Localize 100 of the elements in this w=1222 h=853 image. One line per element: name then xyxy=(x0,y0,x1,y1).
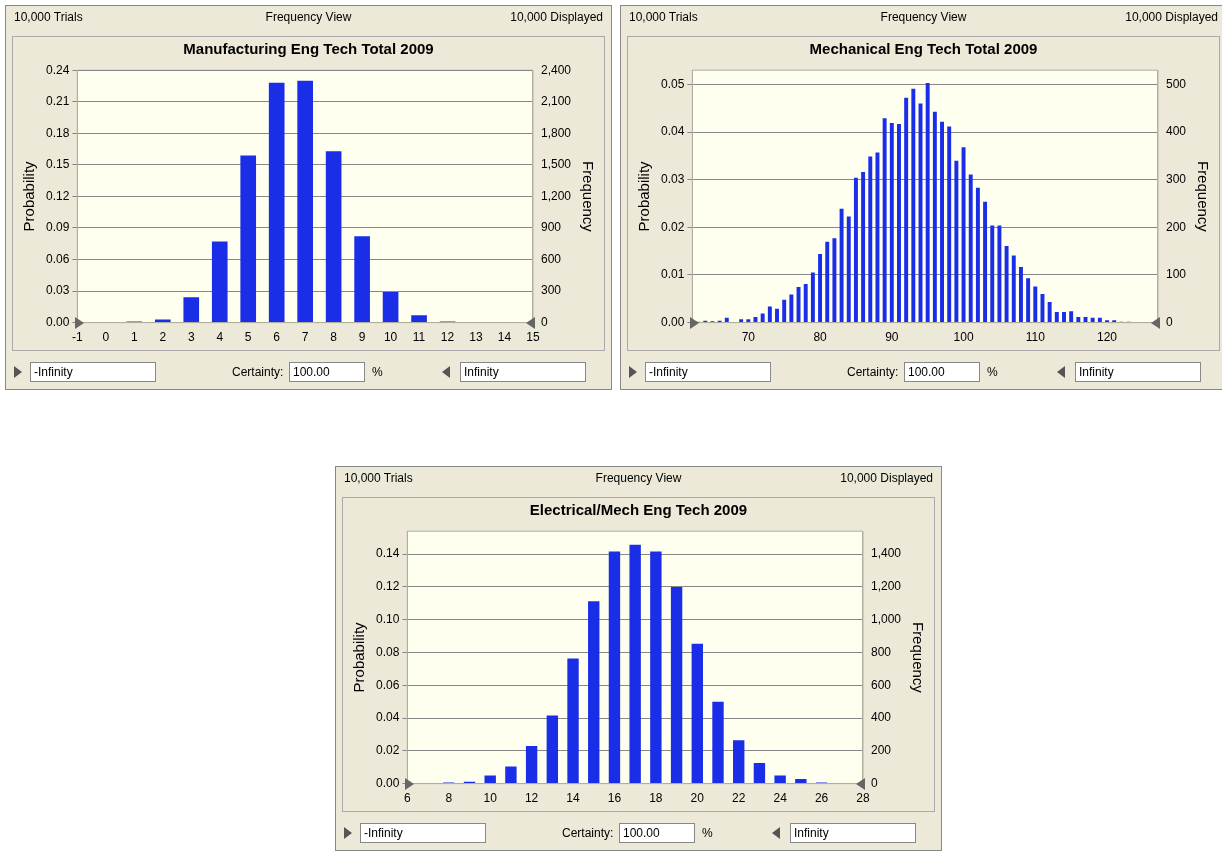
bar xyxy=(1011,255,1016,323)
text: Certainty: xyxy=(232,365,284,379)
x-tick-label: 7 xyxy=(301,330,309,345)
bar xyxy=(868,156,873,323)
text: % xyxy=(987,365,998,379)
y-tick-label: 0.14 xyxy=(376,546,400,561)
y-tick-label: 0.24 xyxy=(46,62,70,77)
y-axis-title: Probability xyxy=(635,160,653,232)
y2-tick-label: 0 xyxy=(1165,314,1173,329)
x-tick-label: -1 xyxy=(72,330,84,345)
bar xyxy=(354,236,370,323)
y-tick-label: 0.08 xyxy=(376,644,400,659)
bar xyxy=(1090,317,1095,323)
y2-tick-label: 1,200 xyxy=(540,188,572,203)
y2-tick-label: 2,100 xyxy=(540,94,572,109)
bar xyxy=(629,544,641,784)
x-tick-label: 28 xyxy=(856,791,870,806)
bar xyxy=(932,111,937,323)
y2-tick-label: 1,200 xyxy=(870,579,902,594)
bar xyxy=(240,155,257,323)
bar xyxy=(904,97,909,323)
bar xyxy=(925,83,930,323)
bar xyxy=(1018,266,1023,323)
bar xyxy=(975,187,980,323)
y2-tick-label: 600 xyxy=(540,251,562,266)
bar xyxy=(968,174,973,323)
bar xyxy=(1069,311,1074,323)
y2-tick-label: 200 xyxy=(870,743,892,758)
bar xyxy=(1054,312,1059,323)
y-tick-label: 0.06 xyxy=(46,251,70,266)
y2-tick-label: 200 xyxy=(1165,219,1187,234)
x-tick-label: 22 xyxy=(732,791,746,806)
bar xyxy=(889,123,894,323)
x-tick-label: 13 xyxy=(469,330,484,345)
bar xyxy=(947,126,952,323)
chart-title: Electrical/Mech Eng Tech 2009 xyxy=(528,501,749,520)
text: -Infinity xyxy=(30,362,156,382)
bar xyxy=(803,284,808,323)
x-tick-label: 10 xyxy=(383,330,398,345)
bar xyxy=(767,306,772,323)
bar xyxy=(954,160,959,323)
bar xyxy=(739,319,744,323)
y2-tick-label: 0 xyxy=(540,314,548,329)
bar xyxy=(832,238,837,323)
text: Frequency View xyxy=(880,10,967,24)
y-tick-label: 0.02 xyxy=(376,743,400,758)
x-tick-label: 2 xyxy=(159,330,167,345)
y2-tick-label: 300 xyxy=(540,283,562,298)
bar xyxy=(1033,286,1038,323)
y-tick-label: 0.06 xyxy=(376,677,400,692)
x-tick-label: 0 xyxy=(102,330,110,345)
x-tick-label: 8 xyxy=(330,330,338,345)
bar xyxy=(825,241,830,323)
text: % xyxy=(372,365,383,379)
y2-tick-label: 1,000 xyxy=(870,612,902,627)
y-tick-label: 0.03 xyxy=(661,172,685,187)
x-tick-label: 120 xyxy=(1097,330,1118,345)
bar xyxy=(712,701,724,784)
text: Certainty: xyxy=(562,826,614,840)
text: Infinity xyxy=(460,362,586,382)
bar xyxy=(990,225,995,323)
bar xyxy=(753,762,766,784)
y2-axis-title: Frequency xyxy=(579,160,597,233)
bar xyxy=(733,740,745,784)
text: 100.00 xyxy=(904,362,980,382)
y-tick-label: 0.12 xyxy=(46,188,70,203)
bar xyxy=(670,586,683,784)
y-axis-title: Probability xyxy=(20,160,38,232)
bar xyxy=(839,208,844,323)
y2-tick-label: 500 xyxy=(1165,76,1187,91)
text: Frequency View xyxy=(595,471,682,485)
y-tick-label: 0.03 xyxy=(46,283,70,298)
bar xyxy=(382,292,399,323)
bar xyxy=(691,643,703,784)
y2-tick-label: 0 xyxy=(870,775,878,790)
text: 10,000 Trials xyxy=(629,10,698,24)
text: 10,000 Displayed xyxy=(1125,10,1218,24)
bar xyxy=(861,172,866,323)
x-tick-label: 100 xyxy=(953,330,974,345)
x-tick-label: 24 xyxy=(773,791,788,806)
text: Frequency View xyxy=(265,10,352,24)
bar xyxy=(760,313,765,323)
bar xyxy=(882,118,887,323)
y-tick-label: 0.10 xyxy=(376,612,400,627)
bar xyxy=(983,201,988,323)
text: Certainty: xyxy=(847,365,899,379)
bar xyxy=(650,551,662,784)
x-tick-label: 26 xyxy=(814,791,829,806)
text: 100.00 xyxy=(289,362,365,382)
y2-tick-label: 400 xyxy=(870,710,892,725)
x-tick-label: 8 xyxy=(445,791,453,806)
bar xyxy=(796,286,801,323)
y-axis-title: Probability xyxy=(350,621,368,693)
x-tick-label: 6 xyxy=(404,791,412,806)
bar xyxy=(810,272,815,323)
x-tick-label: 15 xyxy=(526,330,540,345)
bar xyxy=(1076,316,1081,323)
bar xyxy=(897,124,901,323)
y2-tick-label: 900 xyxy=(540,220,562,235)
bar xyxy=(154,319,171,323)
